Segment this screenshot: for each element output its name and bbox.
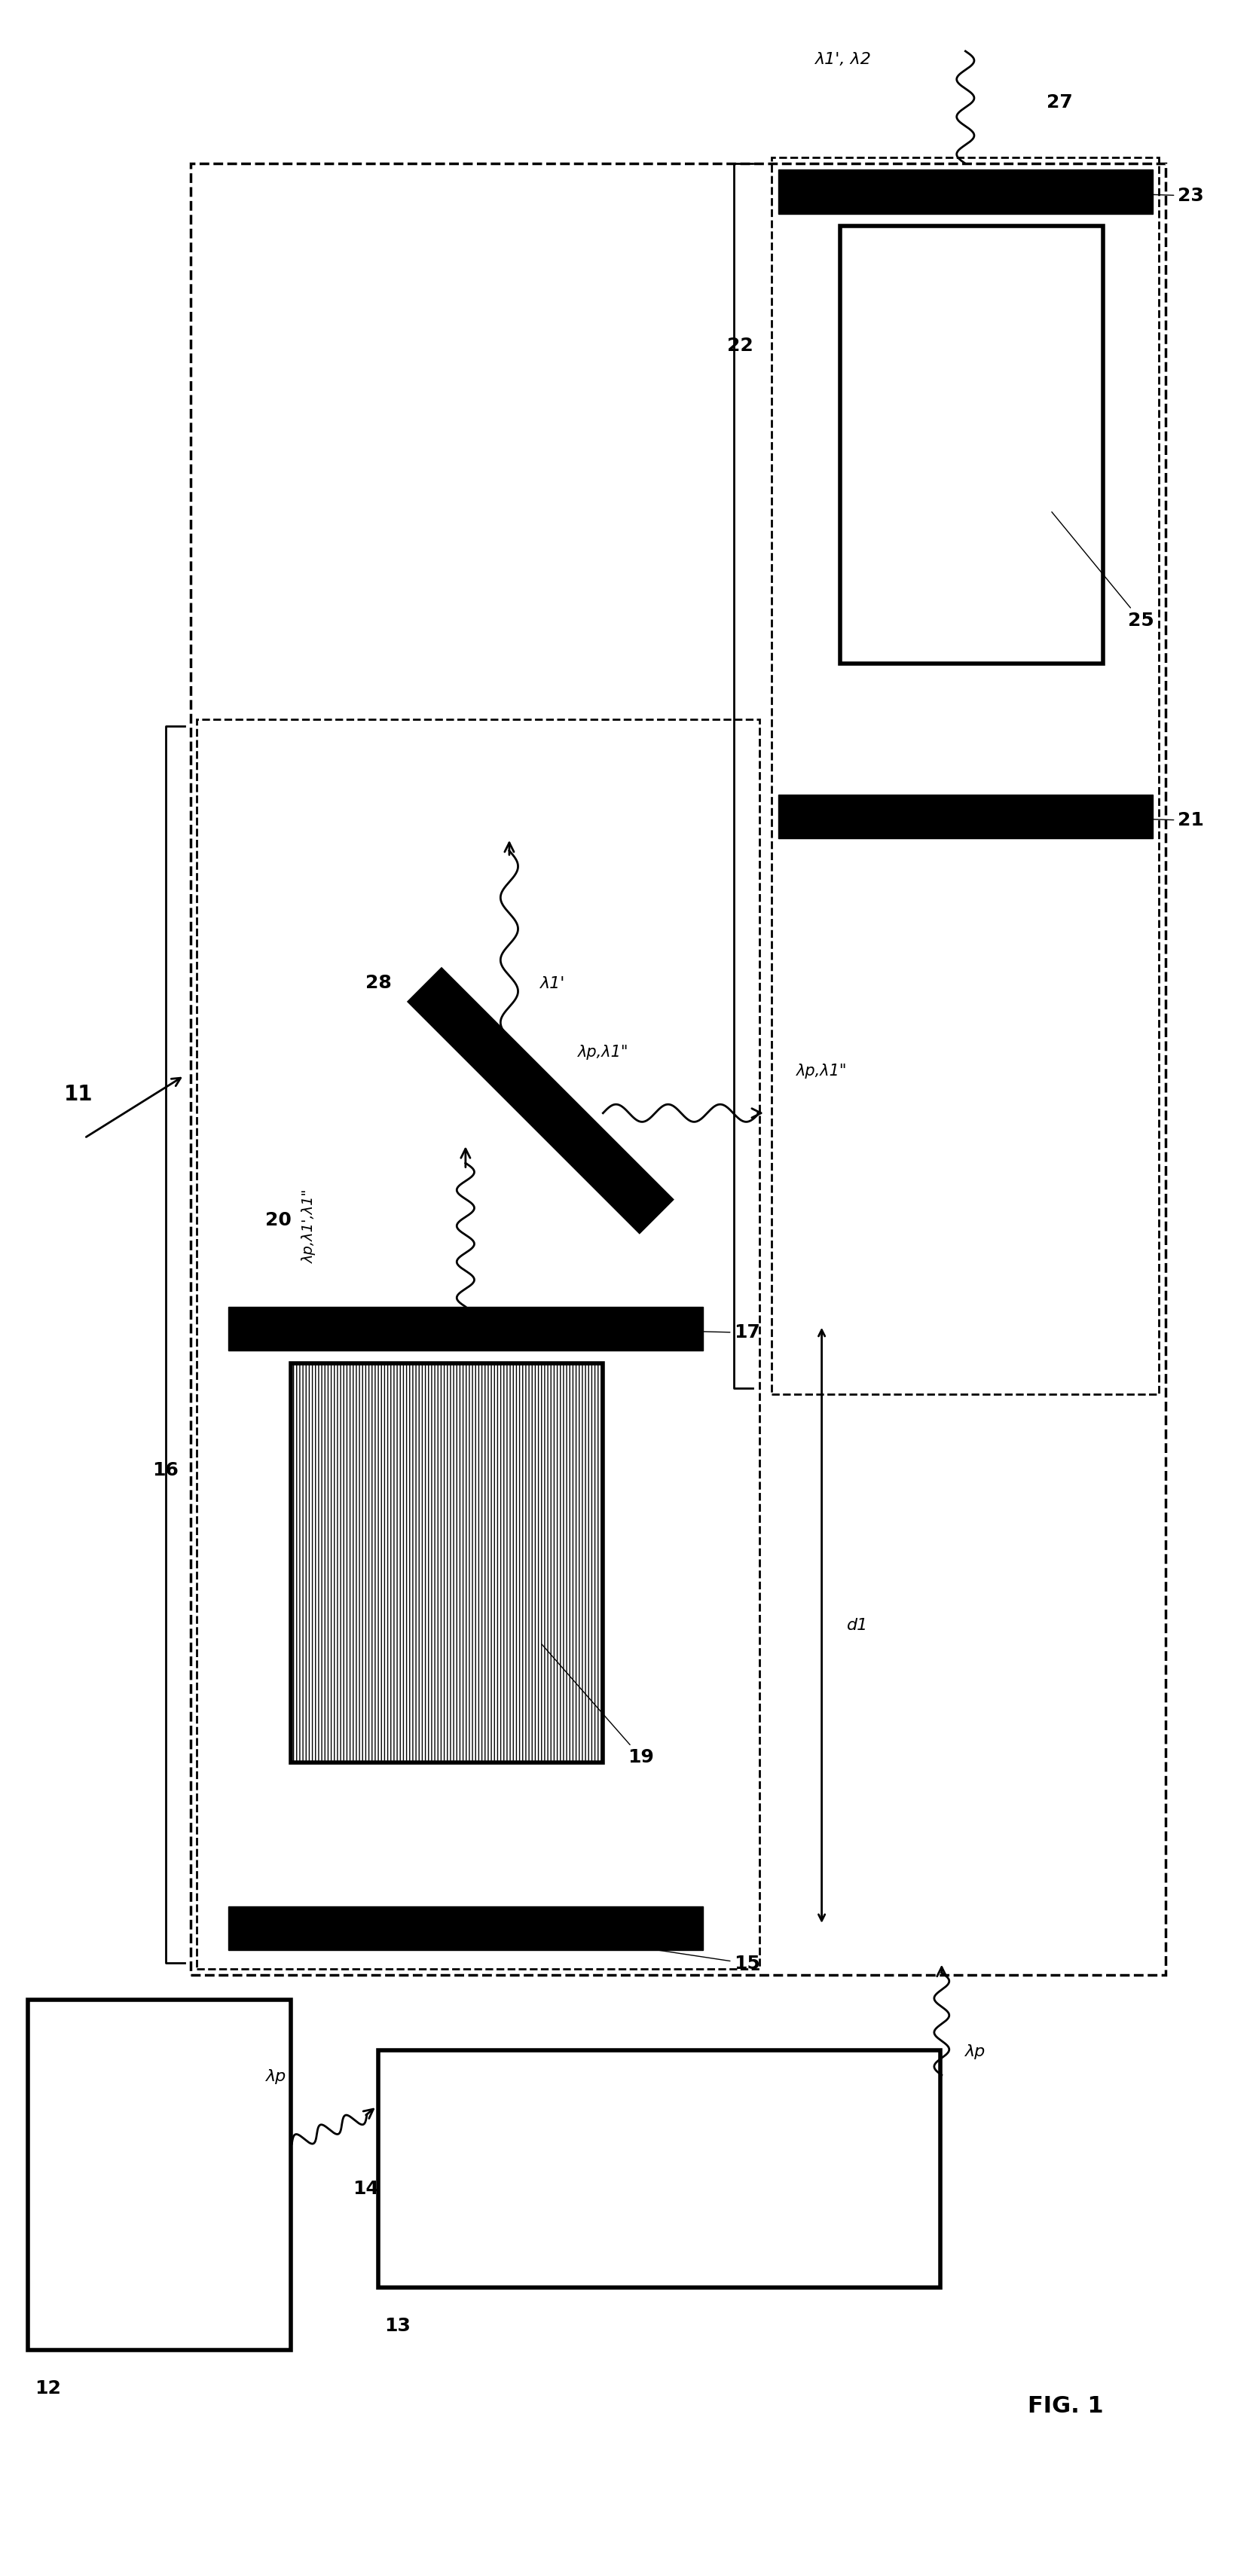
Bar	[777, 170, 1153, 214]
Bar	[777, 793, 1153, 837]
Bar	[378, 2050, 941, 2287]
Bar	[290, 1363, 603, 1762]
Text: λp,λ1": λp,λ1"	[796, 1064, 848, 1079]
Text: 20: 20	[265, 1211, 291, 1229]
Text: 19: 19	[541, 1643, 654, 1767]
Bar	[229, 1906, 703, 1950]
Text: 15: 15	[515, 1929, 760, 1973]
Text: λp: λp	[966, 2045, 986, 2058]
Text: 13: 13	[384, 2316, 411, 2334]
Bar	[28, 1999, 290, 2349]
Text: 21: 21	[1061, 811, 1205, 829]
Bar	[771, 157, 1159, 1394]
Text: λ1': λ1'	[540, 976, 565, 992]
Text: λp,λ1": λp,λ1"	[578, 1046, 629, 1059]
Bar	[229, 1306, 703, 1350]
Bar	[191, 165, 1166, 1976]
Text: 16: 16	[152, 1461, 178, 1479]
Text: 27: 27	[1046, 93, 1073, 111]
Text: 11: 11	[64, 1084, 93, 1105]
Text: 22: 22	[727, 337, 754, 355]
Text: d1: d1	[847, 1618, 868, 1633]
Text: λp,λ1',λ1": λp,λ1',λ1"	[303, 1188, 317, 1262]
Text: 23: 23	[1061, 188, 1205, 206]
Text: 28: 28	[365, 974, 392, 992]
Polygon shape	[409, 969, 671, 1231]
Text: 14: 14	[353, 2179, 379, 2197]
Text: 25: 25	[1051, 513, 1154, 629]
Text: λ1', λ2: λ1', λ2	[815, 52, 872, 67]
Bar	[840, 227, 1103, 665]
Text: 17: 17	[587, 1324, 760, 1342]
Text: 12: 12	[34, 2380, 60, 2398]
Text: FIG. 1: FIG. 1	[1027, 2396, 1103, 2416]
Text: λp: λp	[265, 2069, 286, 2084]
Bar	[197, 719, 759, 1968]
